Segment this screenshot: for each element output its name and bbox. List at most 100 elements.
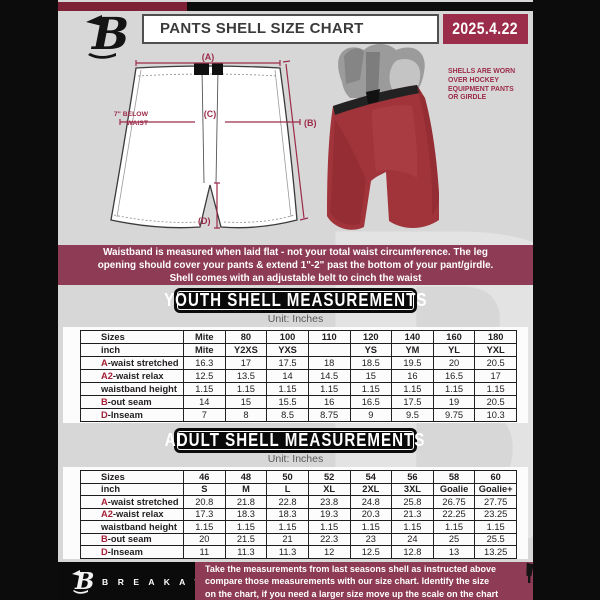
cell-value: 8 [224,408,268,422]
measure-b-label: (B) [304,118,317,128]
cell-value: YM [391,343,434,357]
cell-value: 22.8 [266,495,309,509]
cell-value: 1.15 [183,520,226,534]
cell-value: 24 [391,532,434,546]
cell-value: YXL [474,343,517,357]
cell-value: Goalie+ [474,482,517,496]
cell-value: 9.75 [432,408,476,422]
footer-instructions: Take the measurements from last seasons … [195,562,533,600]
footer: B B R E A K A W A Y Take the measurement… [58,562,533,600]
row-label: inch [80,343,184,357]
row-letter: D [101,410,108,420]
cell-value: 140 [391,330,434,344]
brand-wordmark: B R E A K A W A Y [102,577,237,587]
svg-text:B: B [90,9,129,59]
cell-value: M [224,482,268,496]
row-letter: B [101,397,108,407]
cell-value: 120 [349,330,393,344]
cell-value: 1.15 [224,520,268,534]
top-strip-maroon [58,2,187,11]
row-label: D-Inseam [80,408,184,422]
cell-value: 54 [349,470,393,484]
cell-value: 22.25 [432,507,476,521]
row-label: Sizes [80,330,184,344]
page-title: PANTS SHELL SIZE CHART [142,14,439,44]
adult-section-title: ADULT SHELL MEASUREMENTS [165,430,426,450]
cell-value: 20.8 [183,495,226,509]
cell-value: 18.3 [266,507,309,521]
cell-value: 56 [391,470,434,484]
cell-value: Mite [183,330,226,344]
cell-value: 58 [432,470,476,484]
row-label: waistband height [80,520,184,534]
table-row: B-out seam 20 21.5 21 22.3 23 24 25 25.5 [80,532,517,546]
date-text: 2025.4.22 [452,19,519,38]
cell-value: 2XL [349,482,393,496]
cell-value: 12.8 [391,545,434,559]
row-label: A2-waist relax [80,507,184,521]
waistband-note-banner: Waistband is measured when laid flat - n… [58,245,533,285]
cell-value: S [183,482,226,496]
table-row: Sizes 46 48 50 52 54 56 58 60 [80,470,517,484]
row-label: A-waist stretched [80,356,184,370]
cell-value: 15 [349,369,393,383]
cell-value: 25 [432,532,476,546]
adult-unit-label: Unit: Inches [267,453,324,465]
cell-value: 21.3 [391,507,434,521]
pants-measure-diagram: (A) (C) (B) (D) [110,52,317,229]
cell-value: 23 [349,532,393,546]
cell-value: 46 [183,470,226,484]
cell-value: 50 [266,470,309,484]
cell-value: 1.15 [391,520,434,534]
cell-value: 13 [432,545,476,559]
row-label: A-waist stretched [80,495,184,509]
cell-value: 20.5 [474,395,517,409]
photo-caption: SHELLS ARE WORN OVER HOCKEY EQUIPMENT PA… [448,68,516,102]
shell-photo [327,44,439,230]
cell-value: 20 [183,532,226,546]
table-row: D-Inseam 7 8 8.5 8.75 9 9.5 9.75 10.3 [80,408,517,422]
cell-value: 9.5 [391,408,434,422]
breakaway-footer-logo-icon: B [72,568,94,594]
cell-value: 11.3 [266,545,309,559]
pin-icon [526,562,533,583]
cell-value: 1.15 [349,382,393,396]
breakaway-logo-icon: B [86,9,129,59]
cell-value: Y2XS [224,343,268,357]
cell-value: 1.15 [266,382,309,396]
table-row: A-waist stretched 20.8 21.8 22.8 23.8 24.8 25.… [80,495,517,509]
cell-value: 16.5 [432,369,476,383]
row-letter: A [101,496,108,507]
table-row: D-Inseam 11 11.3 11.3 12 12.5 12.8 13 13.25 [80,545,517,559]
cell-value: 16.5 [349,395,393,409]
table-row: A-waist stretched 16.3 17 17.5 18 18.5 19.5 20 2… [80,356,517,370]
cell-value: 11.3 [224,545,268,559]
cell-value: 1.15 [307,382,351,396]
cell-value: 18.3 [224,507,268,521]
cell-value: 60 [474,470,517,484]
cell-value: 7 [183,408,226,422]
cell-value: 11 [183,545,226,559]
date-badge: 2025.4.22 [443,14,528,44]
cell-value: 1.15 [391,382,434,396]
cell-value: 180 [474,330,517,344]
cell-value: Goalie [432,482,476,496]
cell-value: 27.75 [474,495,517,509]
table-row: inch Mite Y2XS YXS YS YM YL YXL [80,343,517,357]
cell-value: 21 [266,532,309,546]
cell-value: Mite [183,343,226,357]
cell-value: 1.15 [307,520,351,534]
cell-value: 17.3 [183,507,226,521]
cell-value: 23.25 [474,507,517,521]
row-letter: A2 [101,371,113,381]
cell-value: 12.5 [183,369,226,383]
cell-value: 25.5 [474,532,517,546]
row-label: D-Inseam [80,545,184,559]
cell-value: 48 [224,470,268,484]
cell-value: 1.15 [432,520,476,534]
table-row: A2-waist relax 12.5 13.5 14 14.5 15 16 16.5 17 [80,369,517,383]
cell-value: 17.5 [266,356,309,370]
cell-value: 21.8 [224,495,268,509]
below-waist-note: 7" BELOW WAIST [113,111,148,127]
measure-d-label: (D) [198,216,211,226]
